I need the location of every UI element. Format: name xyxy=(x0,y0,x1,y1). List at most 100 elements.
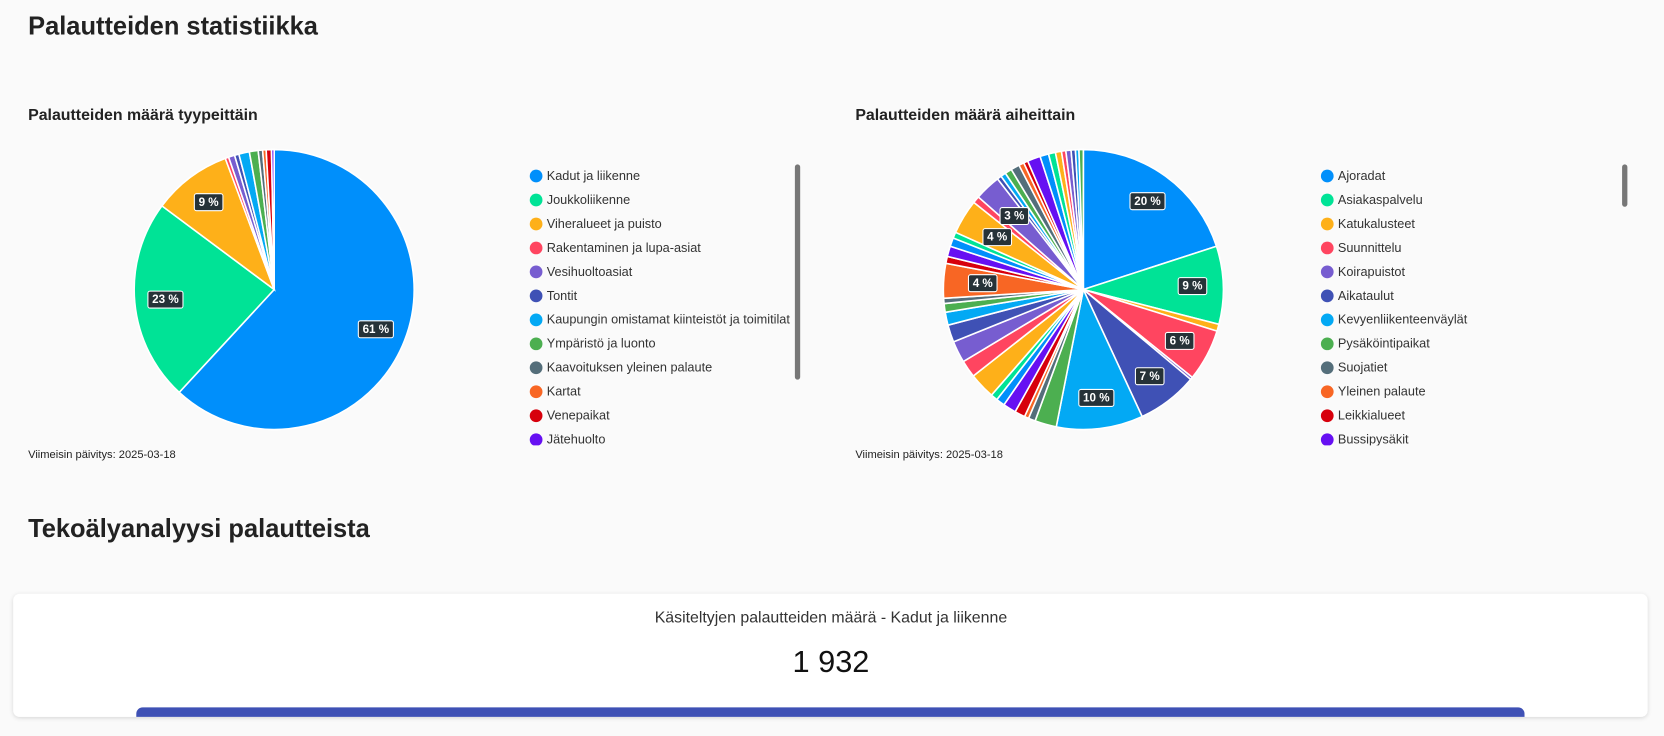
legend-item[interactable]: Bussipysäkit xyxy=(1320,432,1409,447)
slice-label-bg xyxy=(1129,192,1166,211)
legend-label: Kadut ja liikenne xyxy=(547,168,640,183)
legend-item[interactable]: Suunnittelu xyxy=(1320,240,1402,255)
legend-item[interactable]: Katukalusteet xyxy=(1320,216,1416,231)
slice-label: 7 % xyxy=(1140,370,1161,383)
legend-item[interactable]: Kadut ja liikenne xyxy=(529,168,640,183)
legend-item[interactable]: Pysäköintipaikat xyxy=(1320,336,1430,351)
legend-label: Pysäköintipaikat xyxy=(1338,336,1430,351)
legend-swatch xyxy=(529,217,543,231)
legend-swatch xyxy=(529,433,543,446)
legend-item[interactable]: Asiakaspalvelu xyxy=(1320,192,1423,207)
legend-swatch xyxy=(1320,169,1334,183)
legend-label: Jätehuolto xyxy=(547,432,606,447)
slice-label-bg xyxy=(147,290,184,309)
legend-label: Joukkoliikenne xyxy=(547,192,630,207)
legend-item[interactable]: Joukkoliikenne xyxy=(529,192,630,207)
legend-label: Kevyenliikenteenväylät xyxy=(1338,312,1468,327)
slice-label-bg xyxy=(999,207,1030,226)
legend-swatch xyxy=(1320,385,1334,399)
legend-label: Suunnittelu xyxy=(1338,240,1402,255)
slice-label-bg xyxy=(982,228,1013,247)
legend-item[interactable]: Kaavoituksen yleinen palaute xyxy=(529,360,712,375)
legend-swatch xyxy=(529,409,543,423)
legend-label: Bussipysäkit xyxy=(1338,432,1409,447)
legend-item[interactable]: Venepaikat xyxy=(529,408,610,423)
card-bg xyxy=(13,593,1648,717)
legend-item[interactable]: Viheralueet ja puisto xyxy=(529,216,662,231)
legend-label: Leikkialueet xyxy=(1338,408,1406,423)
progress-bar xyxy=(136,707,1525,717)
slice-label: 20 % xyxy=(1134,195,1161,208)
legend-item[interactable]: Suojatiet xyxy=(1320,360,1388,375)
pie-chart: Palautteiden määrä aiheittain Viimeisin p… xyxy=(855,107,1467,461)
legend-swatch xyxy=(529,241,543,255)
legend-swatch xyxy=(1320,265,1334,279)
pie-slice xyxy=(133,204,276,394)
slice-label: 9 % xyxy=(199,196,220,209)
card: Käsiteltyjen palautteiden määrä - Kadut … xyxy=(13,593,1648,717)
legend-swatch xyxy=(1320,433,1334,446)
footnote: Viimeisin päivitys: 2025-03-18 xyxy=(855,449,1003,461)
legend-item[interactable]: Aikataulut xyxy=(1320,288,1394,303)
legend-item[interactable]: Kaupungin omistamat kiinteistöt ja toimi… xyxy=(529,312,791,327)
slice-label-bg xyxy=(967,274,998,293)
pie-slice xyxy=(1055,286,1144,431)
slice-label-bg xyxy=(1134,367,1165,386)
slice-label: 4 % xyxy=(987,231,1008,244)
scrollbar[interactable] xyxy=(794,164,801,380)
legend-label: Venepaikat xyxy=(547,408,610,423)
pie-chart: Palautteiden määrä tyypeittäin Viimeisin … xyxy=(28,107,790,461)
legend-label: Koirapuistot xyxy=(1338,264,1406,279)
legend-item[interactable]: Ympäristö ja luonto xyxy=(529,336,656,351)
pie-slice xyxy=(160,157,276,292)
legend-swatch xyxy=(1320,337,1334,351)
legend-item[interactable]: Tontit xyxy=(529,288,578,303)
legend-swatch xyxy=(1320,241,1334,255)
section-title: Tekoälyanalyysi palautteista xyxy=(28,515,371,543)
legend-item[interactable]: Kevyenliikenteenväylät xyxy=(1320,312,1468,327)
legend-item[interactable]: Ajoradat xyxy=(1320,168,1386,183)
legend-swatch xyxy=(529,337,543,351)
legend-swatch xyxy=(529,313,543,327)
legend-swatch xyxy=(529,385,543,399)
chart-title: Palautteiden määrä aiheittain xyxy=(855,107,1075,124)
legend-swatch xyxy=(529,289,543,303)
legend-label: Kaupungin omistamat kiinteistöt ja toimi… xyxy=(547,312,791,327)
legend-label: Kartat xyxy=(547,384,581,399)
pie-slice xyxy=(178,148,415,431)
legend-label: Ympäristö ja luonto xyxy=(547,336,656,351)
legend-item[interactable]: Rakentaminen ja lupa-asiat xyxy=(529,240,702,255)
legend-label: Asiakaspalvelu xyxy=(1338,192,1423,207)
legend-label: Rakentaminen ja lupa-asiat xyxy=(547,240,702,255)
legend-item[interactable]: Leikkialueet xyxy=(1320,408,1406,423)
legend-item[interactable]: Vesihuoltoasiat xyxy=(529,264,633,279)
legend-swatch xyxy=(1320,289,1334,303)
legend-swatch xyxy=(529,193,543,207)
scrollbar[interactable] xyxy=(1622,164,1628,207)
legend-swatch xyxy=(1320,361,1334,375)
legend-swatch xyxy=(529,169,543,183)
slice-label: 9 % xyxy=(1182,280,1203,293)
legend-label: Katukalusteet xyxy=(1338,216,1416,231)
pie-slice xyxy=(1080,245,1225,326)
legend-label: Viheralueet ja puisto xyxy=(547,216,662,231)
legend-label: Aikataulut xyxy=(1338,288,1394,303)
legend-item[interactable]: Jätehuolto xyxy=(529,432,606,447)
slice-label: 23 % xyxy=(152,293,179,306)
legend-item[interactable]: Koirapuistot xyxy=(1320,264,1406,279)
slice-label-bg xyxy=(1164,331,1195,350)
legend-item[interactable]: Kartat xyxy=(529,384,581,399)
slice-label-bg xyxy=(1177,277,1208,296)
slice-label-bg xyxy=(357,320,394,339)
legend-item[interactable]: Yleinen palaute xyxy=(1320,384,1426,399)
legend-label: Ajoradat xyxy=(1338,168,1386,183)
legend-label: Vesihuoltoasiat xyxy=(547,264,633,279)
legend-swatch xyxy=(529,361,543,375)
pie-slice xyxy=(1082,148,1218,291)
chart-title: Palautteiden määrä tyypeittäin xyxy=(28,107,258,124)
slice-label: 10 % xyxy=(1083,392,1110,405)
legend-swatch xyxy=(1320,193,1334,207)
pie-slice xyxy=(270,148,275,290)
